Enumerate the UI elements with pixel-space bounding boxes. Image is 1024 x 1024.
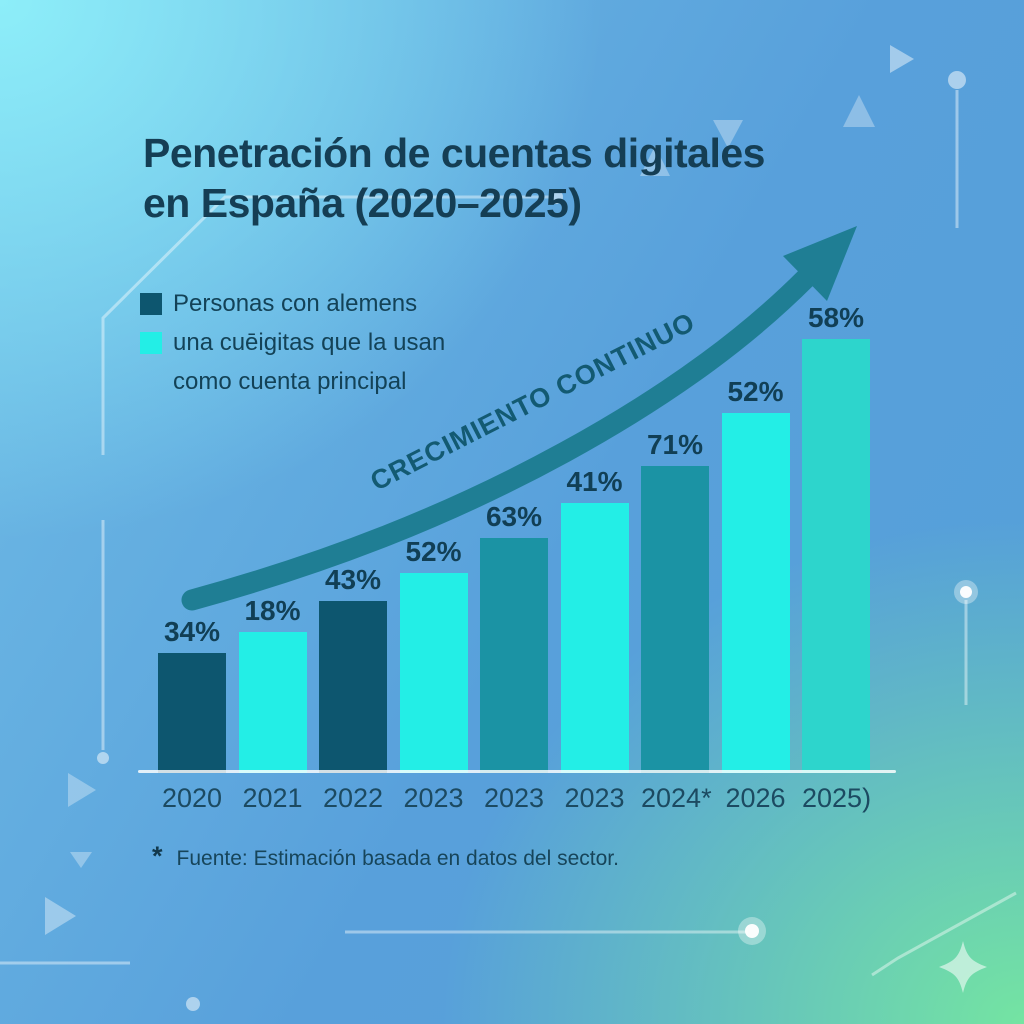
- bar: [480, 538, 548, 773]
- bar-value-label: 52%: [405, 536, 462, 567]
- legend-swatch-dark: [140, 293, 162, 315]
- legend-label: como cuenta principal: [173, 368, 407, 395]
- bar: [158, 653, 226, 773]
- bar: [319, 601, 387, 773]
- bar-column: 71%: [641, 429, 709, 773]
- bar-value-label: 43%: [324, 564, 382, 595]
- bar-column: 34%: [158, 616, 226, 773]
- bar: [399, 573, 468, 773]
- bar: [560, 503, 629, 773]
- x-tick-label: 2023: [403, 783, 464, 813]
- triangle-up-icon: [843, 95, 875, 127]
- bar-value-label: 52%: [727, 376, 784, 407]
- x-tick-label: 2025): [802, 783, 872, 813]
- node-dot: [186, 997, 200, 1011]
- legend-item: una cuēigitas que la usan: [140, 329, 445, 357]
- node-dot: [97, 752, 109, 764]
- triangle-right-icon: [45, 897, 76, 935]
- footnote-text: Fuente: Estimación basada en datos del s…: [176, 847, 619, 870]
- bar-column: 52%: [721, 376, 790, 773]
- x-tick-label: 2022: [322, 783, 384, 813]
- bar-value-label: 63%: [485, 501, 543, 532]
- legend-item: Personas con alemens: [140, 290, 445, 318]
- growth-arrow-head: [783, 226, 857, 301]
- bar-column: 43%: [319, 564, 387, 773]
- bar-column: 41%: [560, 466, 629, 773]
- bar: [721, 413, 790, 773]
- legend-item-continuation: como cuenta principal: [140, 368, 445, 396]
- footnote-asterisk: *: [152, 841, 163, 871]
- bar-value-label: 58%: [807, 302, 865, 333]
- node-dot: [948, 71, 966, 89]
- x-axis-line: [138, 770, 896, 773]
- bar-value-label: 18%: [244, 595, 301, 626]
- bar: [802, 339, 870, 773]
- footnote: * Fuente: Estimación basada en datos del…: [152, 843, 619, 871]
- triangle-right-icon: [68, 773, 96, 807]
- glow-dot: [960, 586, 972, 598]
- sparkle-icon: [939, 941, 987, 993]
- glow-dot: [745, 924, 759, 938]
- bar: [238, 632, 307, 773]
- bar-column: 18%: [238, 595, 307, 773]
- x-tick-label: 2021: [242, 783, 303, 813]
- triangle-down-icon: [70, 852, 92, 868]
- bar-column: 63%: [480, 501, 548, 773]
- node-dot: [549, 190, 563, 204]
- title-line-2: en España (2020–2025): [143, 180, 582, 226]
- bar: [641, 466, 709, 773]
- bar-value-label: 34%: [163, 616, 221, 647]
- x-axis-ticks: 2020 2021 2022 2023 2023 2023 2024* 2026 2025): [158, 783, 872, 814]
- x-tick-label: 2023: [564, 783, 625, 813]
- x-tick-label: 2026: [725, 783, 786, 813]
- circuit-decoration-bottom-right: [871, 891, 1017, 977]
- bars: 34% 18% 43% 52% 63% 41% 71% 52% 58%: [158, 299, 870, 773]
- bar-column: 52%: [399, 536, 468, 773]
- page-title: Penetración de cuentas digitales en Espa…: [143, 128, 765, 228]
- circuit-decoration-top-left: [101, 195, 552, 455]
- growth-arrow-shaft: [181, 267, 817, 611]
- triangle-down-icon: [713, 120, 743, 148]
- x-tick-label: 2020: [161, 783, 223, 813]
- bar-value-label: 41%: [566, 466, 623, 497]
- legend-label: una cuēigitas que la usan: [173, 329, 446, 356]
- triangle-up-icon: [640, 146, 670, 176]
- x-tick-label: 2024*: [641, 783, 712, 813]
- legend-label: Personas con alemens: [173, 290, 418, 317]
- legend-swatch-cyan: [140, 332, 162, 354]
- triangle-right-icon: [890, 45, 914, 73]
- x-tick-label: 2023: [483, 783, 545, 813]
- bar-column: 58%: [802, 302, 870, 773]
- legend: Personas con alemens una cuēigitas que l…: [140, 290, 445, 407]
- title-line-1: Penetración de cuentas digitales: [143, 130, 765, 176]
- bar-value-label: 71%: [646, 429, 704, 460]
